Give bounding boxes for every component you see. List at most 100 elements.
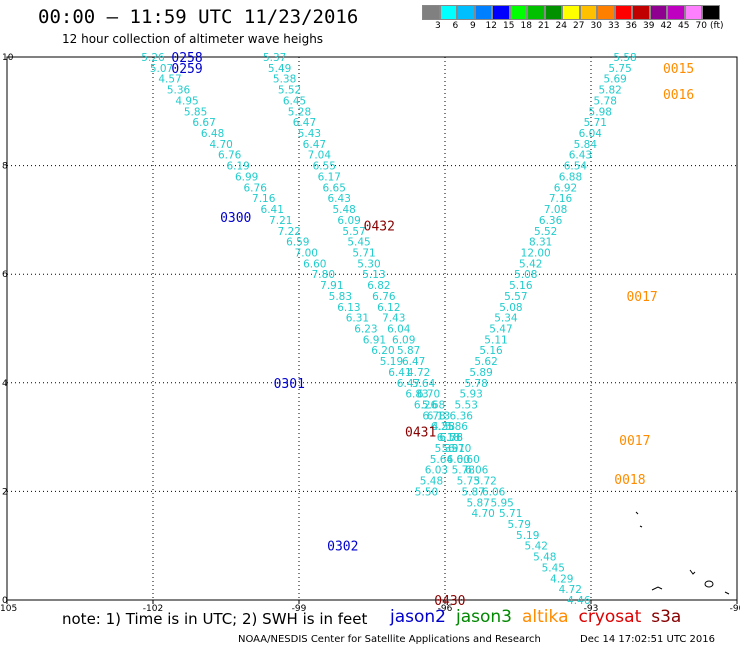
wave-height-value: 6.31	[346, 313, 369, 325]
footer-credit: NOAA/NESDIS Center for Satellite Applica…	[238, 634, 541, 645]
color-swatch	[579, 5, 597, 20]
wave-height-value: 4.46	[567, 595, 591, 607]
wave-height-value: 5.48	[533, 552, 556, 564]
wave-height-value: 6.41	[388, 367, 411, 379]
wave-height-value: 5.35	[435, 443, 458, 455]
color-scale-label: 6	[452, 21, 459, 31]
wave-height-value: 6.55	[313, 161, 336, 173]
pass-time-label: 0258	[171, 51, 202, 66]
wave-height-value: 5.75	[608, 63, 631, 75]
y-tick-label: 0	[2, 596, 8, 606]
color-swatch	[474, 5, 492, 20]
wave-height-value: 7.21	[269, 215, 292, 227]
x-tick-label: -102	[143, 604, 163, 614]
wave-height-value: 4.29	[550, 573, 573, 585]
wave-height-value: 5.45	[542, 562, 565, 574]
color-scale-label: 21	[538, 21, 550, 31]
wave-height-value: 5.53	[455, 400, 478, 412]
wave-height-value: 6.47	[303, 139, 326, 151]
x-tick-label: -93	[584, 604, 599, 614]
color-scale-bar	[422, 5, 720, 20]
wave-height-value: 6.76	[244, 182, 268, 194]
wave-height-value: 5.16	[479, 345, 503, 357]
color-swatch	[509, 5, 527, 20]
wave-height-value: 6.04	[579, 128, 603, 140]
legend-jason2: jason2	[390, 607, 446, 627]
wave-height-value: 6.82	[367, 280, 390, 292]
wave-height-value: 4.72	[559, 584, 582, 596]
wave-height-value: 5.42	[525, 541, 548, 553]
wave-height-value: 5.73	[457, 476, 480, 488]
x-tick-label: -96	[438, 604, 453, 614]
color-scale-label: 39	[643, 21, 655, 31]
wave-height-value: 6.13	[427, 410, 450, 422]
wave-height-value: 5.07	[150, 63, 173, 75]
wave-height-value: 7.16	[549, 193, 573, 205]
wave-height-value: 7.04	[308, 150, 332, 162]
wave-height-value: 5.43	[298, 128, 321, 140]
wave-height-value: 5.57	[504, 291, 527, 303]
legend-jason3: jason3	[456, 607, 512, 627]
color-swatch	[667, 5, 685, 20]
color-swatch	[614, 5, 632, 20]
wave-height-value: 6.45	[283, 95, 306, 107]
wave-height-value: 5.28	[288, 106, 311, 118]
color-scale-label: 27	[573, 21, 585, 31]
wave-height-value: 5.72	[473, 476, 496, 488]
wave-height-value: 6.09	[337, 215, 360, 227]
page-subtitle: 12 hour collection of altimeter wave hei…	[62, 32, 324, 46]
y-tick-label: 10	[2, 53, 14, 63]
wave-height-value: 6.47	[402, 356, 425, 368]
color-scale-unit: (ft)	[710, 21, 724, 31]
wave-height-value: 7.00	[295, 247, 318, 259]
wave-height-value: 5.98	[589, 106, 612, 118]
wave-height-value: 5.93	[459, 389, 482, 401]
wave-height-value: 5.45	[347, 237, 370, 249]
wave-height-value: 7.43	[382, 313, 405, 325]
wave-height-value: 5.87	[462, 486, 485, 498]
wave-height-value: 4.58	[432, 421, 455, 433]
color-swatch	[702, 5, 720, 20]
pass-time-label: 0300	[220, 211, 251, 226]
wave-height-value: 5.87	[397, 345, 420, 357]
color-swatch	[632, 5, 650, 20]
page-title: 00:00 — 11:59 UTC 11/23/2016	[38, 6, 359, 28]
wave-height-value: 6.00	[447, 454, 470, 466]
wave-height-value: 6.36	[450, 410, 474, 422]
wave-height-value: 6.06	[465, 465, 489, 477]
wave-height-value: 6.12	[377, 302, 400, 314]
wave-height-value: 6.67	[192, 117, 215, 129]
wave-height-value: 5.95	[490, 497, 513, 509]
wave-height-value: 5.34	[494, 313, 518, 325]
wave-height-value: 6.91	[363, 334, 386, 346]
y-tick-label: 4	[2, 379, 8, 389]
wave-height-value: 5.64	[430, 454, 454, 466]
color-scale-label: 45	[678, 21, 690, 31]
y-tick-label: 8	[2, 162, 8, 172]
pass-time-label: 0017	[619, 434, 650, 449]
wave-height-value: 7.80	[312, 269, 335, 281]
wave-height-value: 6.88	[559, 171, 582, 183]
wave-height-value: 5.48	[332, 204, 355, 216]
color-scale-label: 33	[608, 21, 620, 31]
wave-height-value: 6.43	[569, 150, 592, 162]
pass-time-label: 0431	[405, 426, 436, 441]
color-scale-label: 36	[625, 21, 637, 31]
wave-height-value: 5.52	[534, 226, 557, 238]
color-scale-label: 42	[660, 21, 672, 31]
coastline-fragment	[689, 569, 696, 575]
wave-height-value: 4.70	[471, 508, 494, 520]
y-tick-label: 2	[2, 487, 8, 497]
x-tick-label: -105	[0, 604, 17, 614]
wave-height-value: 5.78	[452, 465, 475, 477]
wave-height-value: 5.91	[442, 443, 465, 455]
wave-height-value: 6.48	[201, 128, 224, 140]
wave-height-value: 4.70	[209, 139, 232, 151]
color-swatch	[562, 5, 580, 20]
wave-height-value: 5.71	[499, 508, 522, 520]
wave-height-value: 7.91	[320, 280, 343, 292]
wave-height-value: 6.70	[448, 443, 471, 455]
wave-height-value: 5.37	[263, 52, 286, 64]
coastline-fragment	[651, 586, 663, 591]
